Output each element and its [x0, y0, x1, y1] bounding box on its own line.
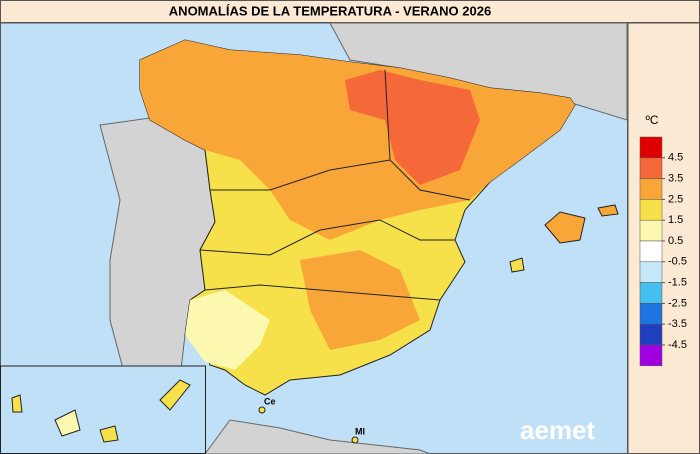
legend-tick-label: -3.5 — [668, 318, 687, 330]
hot-northeast — [345, 70, 480, 185]
ceuta — [258, 406, 266, 414]
legend-tick-label: 0.5 — [668, 235, 683, 247]
title: ANOMALÍAS DE LA TEMPERATURA - VERANO 202… — [169, 3, 491, 18]
legend-tick-label: 3.5 — [668, 173, 683, 185]
legend-swatch — [639, 199, 663, 221]
border — [199, 219, 455, 256]
legend-tick-label: 2.5 — [668, 193, 683, 205]
legend-swatch — [639, 323, 663, 346]
place-label: Ml — [355, 426, 365, 436]
map: Ce Ml aemet — [0, 22, 628, 454]
melilla — [351, 436, 359, 444]
legend-panel — [627, 22, 700, 454]
gran-canaria — [99, 425, 119, 443]
legend-swatch — [639, 303, 663, 325]
border — [210, 159, 471, 201]
legend-tick-label: 1.5 — [668, 214, 683, 226]
fuerteventura — [159, 379, 191, 411]
legend-tick-label: -2.5 — [668, 297, 687, 309]
legend: 4.5 3.5 2.5 1.5 0.5 -0.5 -1.5 -2.5 -3.5 -4.5 — [639, 136, 687, 367]
legend-swatch — [639, 178, 663, 200]
border — [204, 284, 441, 301]
africa — [204, 419, 431, 454]
legend-swatch — [639, 344, 663, 367]
warm-south — [300, 250, 420, 350]
place-label: Ce — [264, 396, 276, 406]
legend-swatch — [639, 282, 663, 304]
mild-southwest — [185, 290, 270, 370]
legend-unit: ºC — [645, 113, 658, 127]
ibiza — [509, 257, 525, 273]
legend-tick-label: -0.5 — [668, 256, 687, 268]
legend-swatch — [639, 157, 663, 179]
menorca — [597, 204, 619, 217]
mallorca — [544, 211, 586, 244]
border — [384, 69, 391, 161]
legend-swatch — [639, 261, 663, 283]
legend-swatch — [639, 136, 663, 159]
la-palma — [11, 394, 23, 413]
legend-tick-label: -1.5 — [668, 277, 687, 289]
tenerife — [54, 409, 81, 437]
logo: aemet — [520, 415, 595, 445]
legend-tick-label: -4.5 — [668, 339, 687, 351]
legend-swatch — [639, 219, 663, 242]
legend-swatch — [639, 240, 663, 263]
legend-tick-label: 4.5 — [668, 152, 683, 164]
